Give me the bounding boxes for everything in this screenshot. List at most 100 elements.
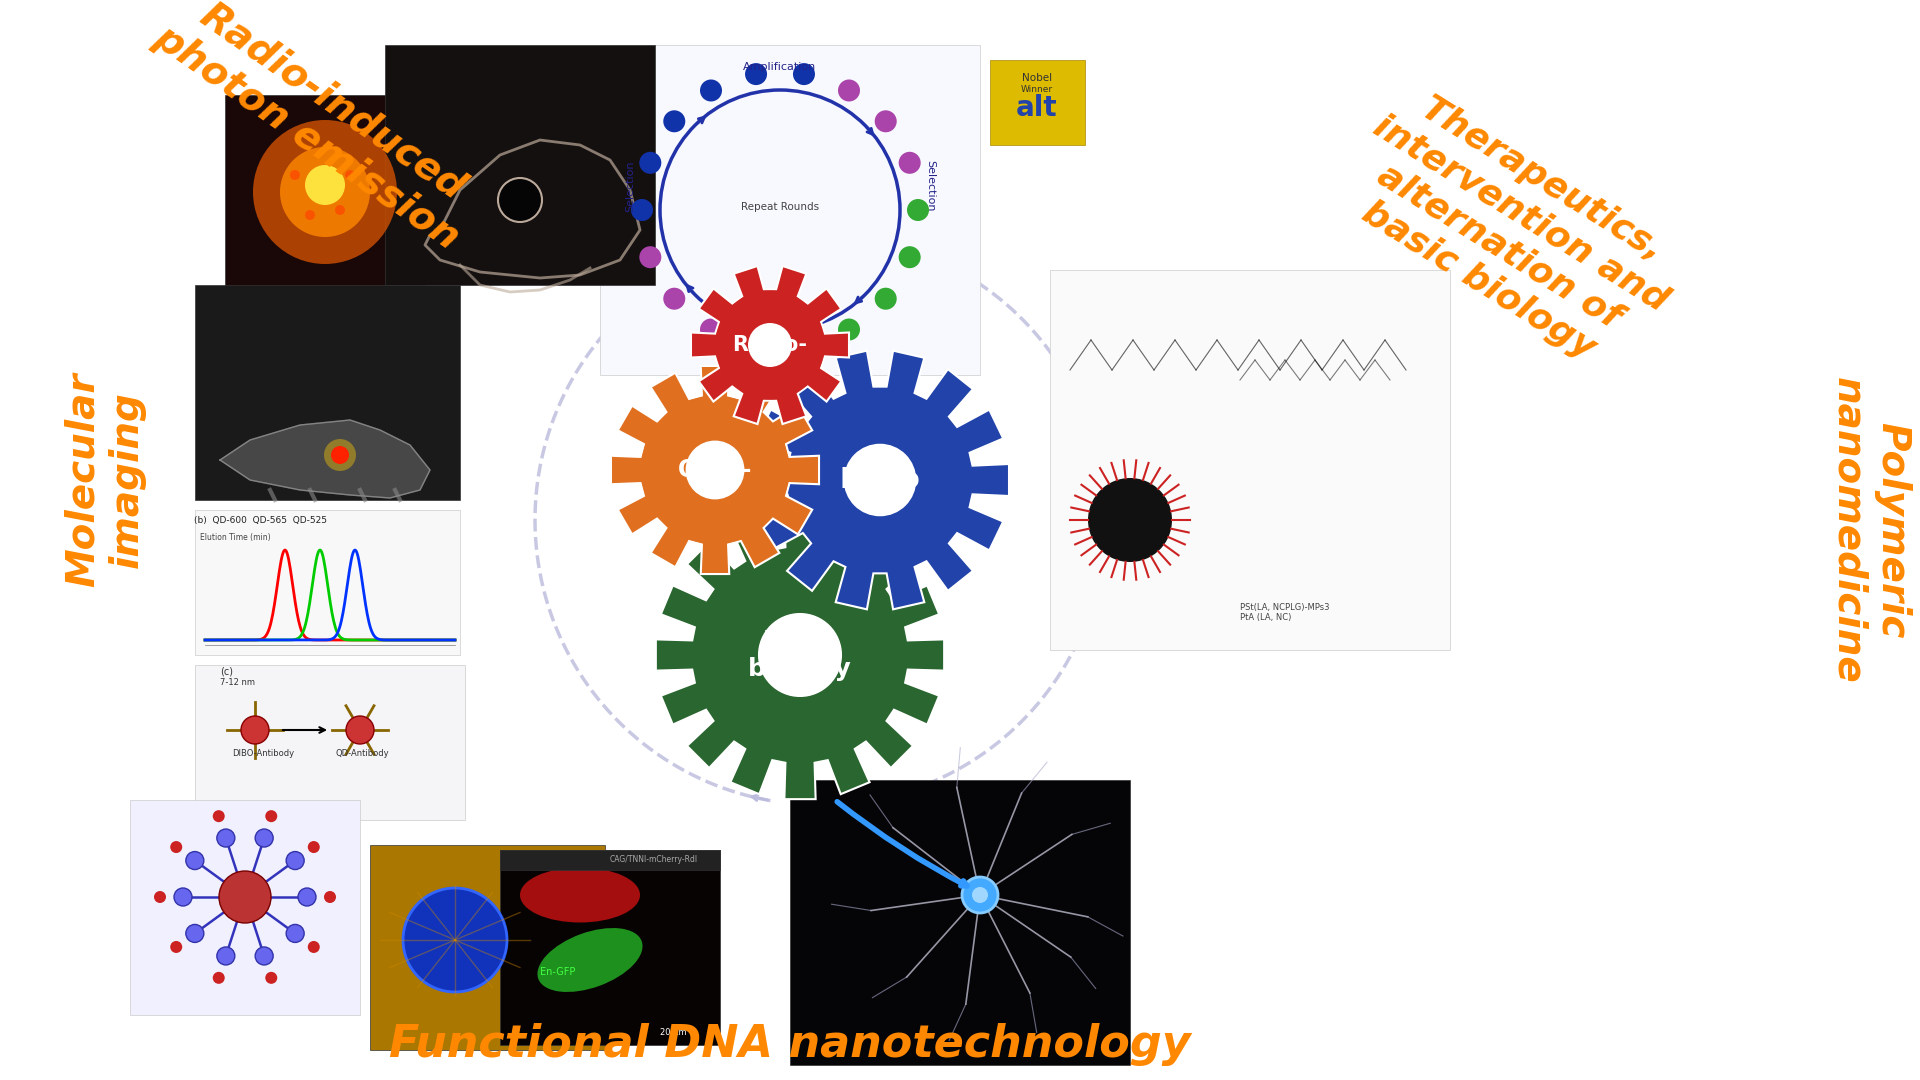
Circle shape [749,324,791,366]
Circle shape [255,829,273,847]
Text: Radio-: Radio- [733,335,808,355]
Circle shape [346,716,374,744]
Circle shape [899,246,922,268]
Circle shape [305,165,346,205]
Circle shape [639,152,660,174]
Circle shape [290,170,300,180]
Text: Radio-induced
photon emission: Radio-induced photon emission [148,0,492,258]
Circle shape [186,924,204,943]
Circle shape [265,810,276,822]
Text: Elution Time (min): Elution Time (min) [200,534,271,542]
Circle shape [906,199,929,221]
Circle shape [324,891,336,903]
Circle shape [175,888,192,906]
Circle shape [186,851,204,869]
Circle shape [280,147,371,237]
Bar [225,95,424,291]
Circle shape [213,972,225,984]
Text: Polymeric
nanomedicine: Polymeric nanomedicine [1830,377,1910,684]
Circle shape [307,941,321,953]
Text: Selection: Selection [925,161,935,212]
Text: QD-Antibody: QD-Antibody [334,750,388,758]
Circle shape [286,924,303,943]
Circle shape [701,319,722,340]
Circle shape [962,877,998,913]
Circle shape [305,210,315,220]
Polygon shape [611,366,820,575]
Text: Nobel: Nobel [1021,73,1052,83]
Circle shape [217,947,234,964]
Text: Amplification/
Mutation: Amplification/ Mutation [743,325,816,347]
Polygon shape [751,351,1010,609]
Circle shape [253,120,397,264]
Circle shape [1089,478,1171,562]
Circle shape [793,63,814,85]
Bar [991,60,1085,145]
Circle shape [701,80,722,102]
Circle shape [745,335,766,356]
Circle shape [876,287,897,310]
Bar [1050,270,1450,650]
Circle shape [213,810,225,822]
Bar [499,850,720,870]
Circle shape [662,110,685,132]
Bar [371,845,605,1050]
Bar [599,45,979,375]
Bar [499,850,720,1045]
Circle shape [972,887,989,903]
Text: DIBO-Antibody: DIBO-Antibody [232,750,294,758]
Circle shape [346,170,355,180]
Circle shape [242,716,269,744]
Bar [789,780,1131,1065]
Circle shape [632,199,653,221]
Text: PtA (LA, NC): PtA (LA, NC) [1240,613,1292,622]
Circle shape [219,870,271,923]
Text: En-GFP: En-GFP [540,967,576,977]
Circle shape [154,891,165,903]
Circle shape [837,319,860,340]
Ellipse shape [520,867,639,922]
Circle shape [171,941,182,953]
Text: Basic
biology: Basic biology [749,629,852,680]
Text: Amplification: Amplification [743,62,816,72]
Circle shape [217,829,234,847]
Circle shape [641,396,789,544]
Circle shape [837,80,860,102]
Text: (b)  QD-600  QD-565  QD-525: (b) QD-600 QD-565 QD-525 [194,516,326,525]
Circle shape [899,152,922,174]
Circle shape [758,613,841,697]
Circle shape [876,110,897,132]
Circle shape [255,947,273,964]
Circle shape [286,851,303,869]
Text: Opto-: Opto- [678,458,753,482]
Circle shape [330,446,349,464]
Circle shape [662,287,685,310]
Text: 20 µm: 20 µm [660,1028,687,1037]
Circle shape [298,888,317,906]
Circle shape [334,205,346,215]
Circle shape [685,442,743,499]
Bar [196,665,465,820]
Bar [196,285,461,500]
Circle shape [693,549,906,761]
Circle shape [307,841,321,853]
Text: Selection: Selection [626,161,636,212]
Text: PSt(LA, NCPLG)-MPs3: PSt(LA, NCPLG)-MPs3 [1240,603,1329,612]
Bar [131,800,361,1015]
Text: (c): (c) [221,667,232,677]
Text: CAG/TNNI-mCherry-RdI: CAG/TNNI-mCherry-RdI [611,855,699,864]
Text: Functional DNA nanotechnology: Functional DNA nanotechnology [390,1024,1190,1067]
Circle shape [789,389,972,571]
Bar [196,510,461,654]
Text: alt: alt [1016,94,1058,122]
Text: 7-12 nm: 7-12 nm [221,678,255,687]
Circle shape [639,246,660,268]
Polygon shape [657,511,945,799]
Polygon shape [221,420,430,498]
Circle shape [265,972,276,984]
Circle shape [171,841,182,853]
Bar [386,45,655,285]
Circle shape [714,291,826,400]
Circle shape [845,445,916,515]
Ellipse shape [538,928,643,991]
